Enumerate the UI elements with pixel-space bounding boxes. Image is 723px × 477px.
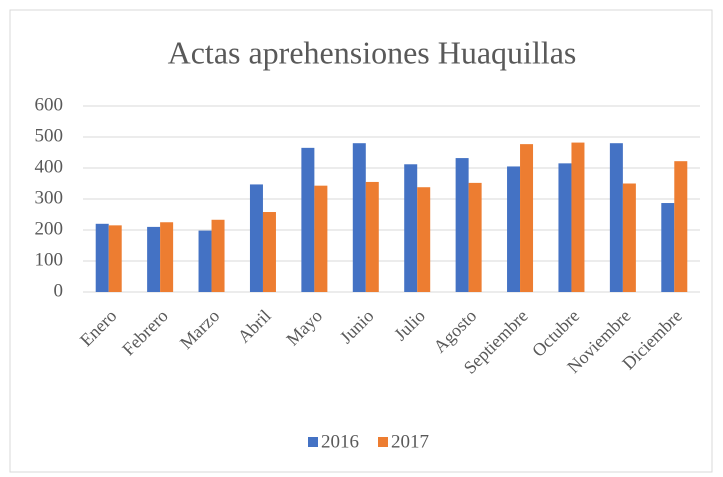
bar — [301, 147, 315, 292]
bar — [558, 163, 572, 292]
bar — [674, 161, 688, 292]
bar — [365, 181, 379, 292]
bar — [160, 222, 174, 292]
bar — [108, 225, 122, 292]
bar — [211, 219, 225, 292]
bar — [455, 158, 469, 292]
legend-swatch — [378, 437, 388, 447]
legend-label: 2016 — [321, 431, 359, 452]
bar — [520, 144, 534, 292]
bar — [314, 185, 328, 292]
y-tick-label: 500 — [35, 125, 64, 146]
bar — [198, 230, 212, 292]
bar — [622, 183, 636, 292]
y-tick-label: 0 — [54, 280, 64, 301]
bar — [404, 164, 418, 292]
bar — [249, 184, 263, 292]
bar — [352, 143, 366, 292]
legend-swatch — [308, 437, 318, 447]
bar — [571, 142, 585, 292]
bar — [661, 203, 675, 292]
y-tick-label: 400 — [35, 156, 64, 177]
y-tick-label: 100 — [35, 249, 64, 270]
bar — [507, 166, 521, 292]
y-tick-label: 200 — [35, 218, 64, 239]
bar — [468, 182, 482, 292]
bar — [147, 226, 161, 292]
chart-title: Actas aprehensiones Huaquillas — [168, 34, 577, 70]
bar — [262, 212, 276, 292]
y-tick-label: 300 — [35, 187, 64, 208]
bar — [609, 143, 623, 292]
y-tick-label: 600 — [35, 94, 64, 115]
bar — [95, 223, 109, 292]
bar — [417, 187, 431, 292]
legend-label: 2017 — [391, 431, 429, 452]
